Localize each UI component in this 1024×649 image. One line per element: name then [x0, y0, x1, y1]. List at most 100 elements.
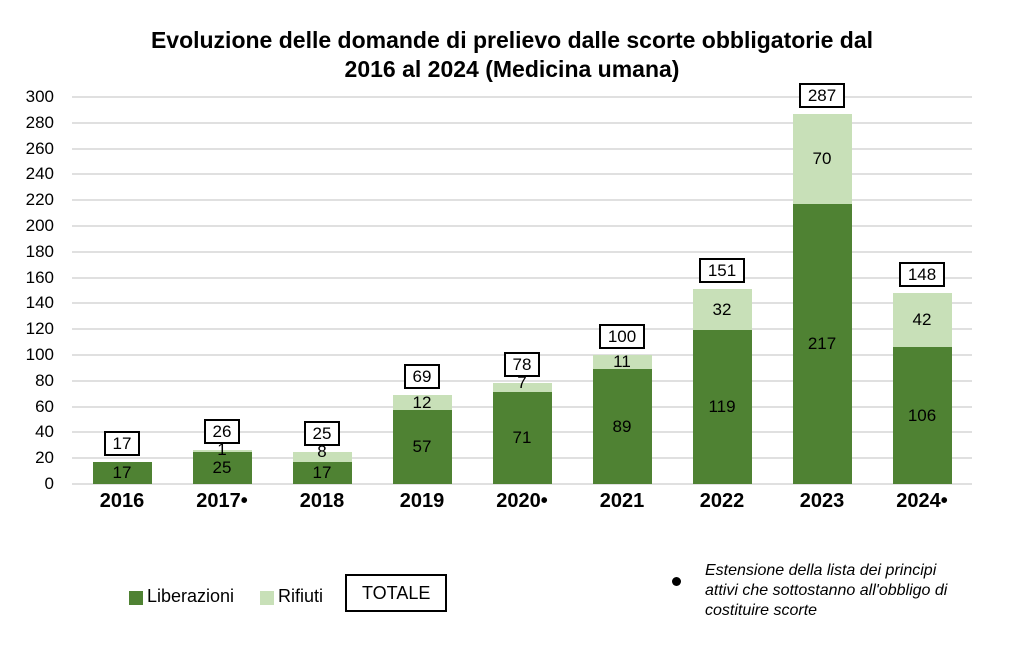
total-value-label: 100: [598, 324, 646, 349]
bar-segment-rifiuti: [692, 289, 752, 331]
gridline: [72, 121, 972, 124]
total-value-box: 100: [572, 324, 672, 349]
gridline: [72, 328, 972, 331]
legend-swatch-liberazioni: [129, 591, 143, 605]
x-axis-label: 2016: [99, 490, 145, 512]
y-axis-tick-label: 80: [35, 370, 54, 390]
footnote-line2: attivi che sottostanno all'obbligo di: [705, 582, 948, 599]
total-value-label: 148: [898, 262, 946, 288]
bar-value-liberazioni: 217: [807, 334, 837, 354]
x-axis-label: 2020•: [496, 490, 548, 512]
bar-value-liberazioni: 106: [907, 405, 937, 425]
gridline: [72, 96, 972, 98]
y-axis-tick-label: 260: [25, 138, 54, 158]
bar-segment-rifiuti: [392, 394, 452, 411]
bar-value-liberazioni: 17: [312, 463, 332, 483]
x-axis-label: 2024•: [896, 490, 948, 512]
gridline: [72, 379, 972, 382]
bar-segment-liberazioni: [92, 462, 152, 484]
legend-swatch-rifiuti: [260, 591, 274, 605]
bar-value-rifiuti: 32: [712, 299, 732, 319]
bar-value-liberazioni: 17: [112, 463, 132, 483]
footnote-line3: costituire scorte: [705, 602, 818, 619]
footnote: Estensione della lista dei principi atti…: [705, 561, 1005, 621]
bar-value-liberazioni: 57: [412, 437, 432, 457]
bar-segment-rifiuti: [292, 451, 352, 463]
bar-segment-liberazioni: [492, 392, 552, 484]
total-value-box: 78: [472, 352, 572, 378]
y-axis-tick-label: 120: [25, 319, 54, 339]
bar-segment-rifiuti: [492, 383, 552, 393]
x-axis-label: 2021: [599, 490, 645, 512]
x-axis-label: 2023: [799, 490, 845, 512]
bar-value-rifiuti: 7: [517, 373, 527, 393]
bar-segment-liberazioni: [192, 451, 252, 484]
x-axis-label: 2018: [299, 490, 345, 512]
bar-segment-rifiuti: [792, 113, 852, 205]
gridline: [72, 250, 972, 253]
bar-value-rifiuti: 8: [317, 441, 327, 461]
bar-value-liberazioni: 89: [612, 416, 632, 436]
y-axis-tick-label: 0: [44, 474, 54, 493]
bar-value-rifiuti: 11: [613, 352, 631, 372]
total-value-label: 151: [698, 258, 746, 284]
total-value-label: 25: [303, 420, 341, 446]
gridline: [72, 302, 972, 305]
gridline: [72, 199, 972, 202]
bar-value-liberazioni: 119: [708, 397, 736, 417]
bar-segment-liberazioni: [592, 369, 652, 484]
legend-label-rifiuti: Rifiuti: [278, 586, 324, 606]
gridline: [72, 276, 972, 279]
footnote-bullet-icon: [672, 577, 681, 586]
total-value-box: 25: [272, 420, 372, 446]
total-value-label: 26: [203, 419, 241, 445]
total-value-box: 148: [872, 262, 972, 288]
x-axis-label: 2019: [399, 490, 445, 512]
bar-segment-liberazioni: [692, 330, 752, 484]
bar-segment-liberazioni: [892, 347, 952, 484]
bar-segment-liberazioni: [292, 462, 352, 484]
gridline: [72, 173, 972, 176]
chart-title: Evoluzione delle domande di prelievo dal…: [0, 26, 1024, 84]
total-value-box: 69: [372, 363, 472, 389]
x-axis-label: 2017•: [196, 490, 248, 512]
bar-value-rifiuti: 70: [812, 148, 832, 168]
total-value-box: 26: [172, 419, 272, 445]
legend-label-liberazioni: Liberazioni: [147, 586, 235, 606]
y-axis-tick-label: 240: [25, 164, 54, 184]
footnote-line1: Estensione della lista dei principi: [705, 562, 937, 579]
bar-segment-liberazioni: [792, 204, 852, 484]
total-value-label: 17: [103, 431, 141, 457]
gridline: [72, 483, 972, 485]
chart-title-line2: 2016 al 2024 (Medicina umana): [344, 56, 680, 82]
total-value-box: 287: [772, 82, 872, 108]
bar-value-liberazioni: 71: [512, 428, 532, 448]
bar-segment-rifiuti: [592, 355, 652, 370]
y-axis-tick-label: 180: [25, 241, 54, 261]
bar-value-rifiuti: 12: [412, 392, 432, 412]
total-value-label: 287: [798, 82, 846, 108]
y-axis-tick-label: 140: [25, 293, 54, 313]
bar-segment-rifiuti: [892, 293, 952, 348]
bar-value-liberazioni: 25: [212, 457, 232, 477]
gridline: [72, 147, 972, 150]
y-axis-tick-label: 300: [25, 87, 54, 106]
total-value-box: 17: [72, 431, 172, 457]
bar-segment-rifiuti: [192, 450, 252, 452]
y-axis-tick-label: 20: [35, 448, 54, 468]
total-value-label: 69: [403, 363, 441, 389]
gridline: [72, 225, 972, 227]
bar-value-rifiuti: 1: [217, 440, 227, 460]
legend-totale-box: TOTALE: [345, 574, 448, 612]
y-axis-tick-label: 160: [25, 267, 54, 287]
y-axis-tick-label: 220: [25, 190, 54, 210]
total-value-box: 151: [672, 258, 772, 284]
bar-segment-liberazioni: [392, 410, 452, 484]
y-axis-tick-label: 60: [35, 396, 54, 416]
y-axis-tick-label: 40: [35, 422, 54, 442]
x-axis-label: 2022: [699, 490, 745, 512]
chart-title-line1: Evoluzione delle domande di prelievo dal…: [150, 27, 874, 53]
y-axis-tick-label: 280: [25, 112, 54, 132]
